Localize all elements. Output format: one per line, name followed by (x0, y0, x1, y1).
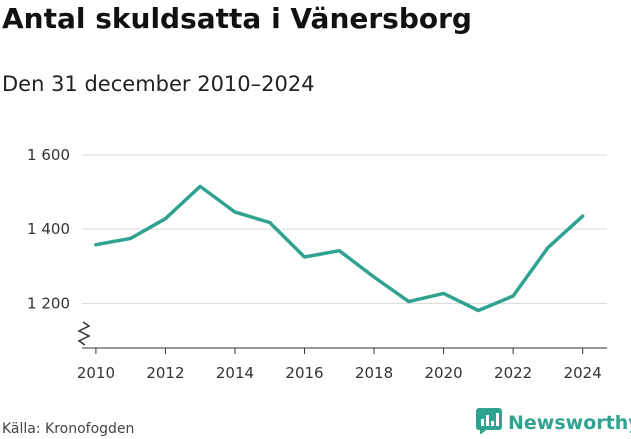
x-tick-label: 2022 (494, 364, 532, 382)
data-point (442, 291, 446, 295)
y-tick-label: 1 200 (27, 294, 70, 312)
data-point (94, 243, 98, 247)
data-point (511, 294, 515, 298)
chart-subtitle: Den 31 december 2010–2024 (2, 72, 315, 96)
x-tick-label: 2018 (355, 364, 393, 382)
data-point (337, 249, 341, 253)
data-point (372, 275, 376, 279)
data-point (163, 217, 167, 221)
x-tick-label: 2016 (285, 364, 323, 382)
x-axis (77, 321, 607, 354)
x-tick-label: 2010 (77, 364, 115, 382)
x-axis-labels: 2010 2012 2014 2016 2018 2020 2022 2024 (77, 364, 602, 382)
bar-chart-icon (476, 408, 502, 438)
data-point (407, 300, 411, 304)
data-point (129, 236, 133, 240)
brand-name: Newsworthy (508, 412, 631, 434)
data-point (476, 308, 480, 312)
x-tick-label: 2012 (146, 364, 184, 382)
x-tick-label: 2024 (564, 364, 602, 382)
x-tick-label: 2020 (424, 364, 462, 382)
data-point (268, 220, 272, 224)
y-axis-labels: 1 200 1 400 1 600 (27, 146, 70, 313)
data-point (233, 210, 237, 214)
data-point (198, 184, 202, 188)
brand-logo[interactable]: Newsworthy (476, 408, 631, 438)
y-tick-label: 1 400 (27, 220, 70, 238)
series-line (94, 184, 585, 313)
x-tick-label: 2014 (216, 364, 254, 382)
series-layer (94, 184, 585, 313)
data-point (581, 214, 585, 218)
data-point (546, 246, 550, 250)
source-label: Källa: Kronofogden (2, 421, 135, 437)
data-point (303, 255, 307, 259)
axis-break-marker (77, 321, 91, 346)
y-tick-label: 1 600 (27, 146, 70, 164)
chart-title: Antal skuldsatta i Vänersborg (2, 2, 472, 35)
gridlines (82, 154, 607, 304)
